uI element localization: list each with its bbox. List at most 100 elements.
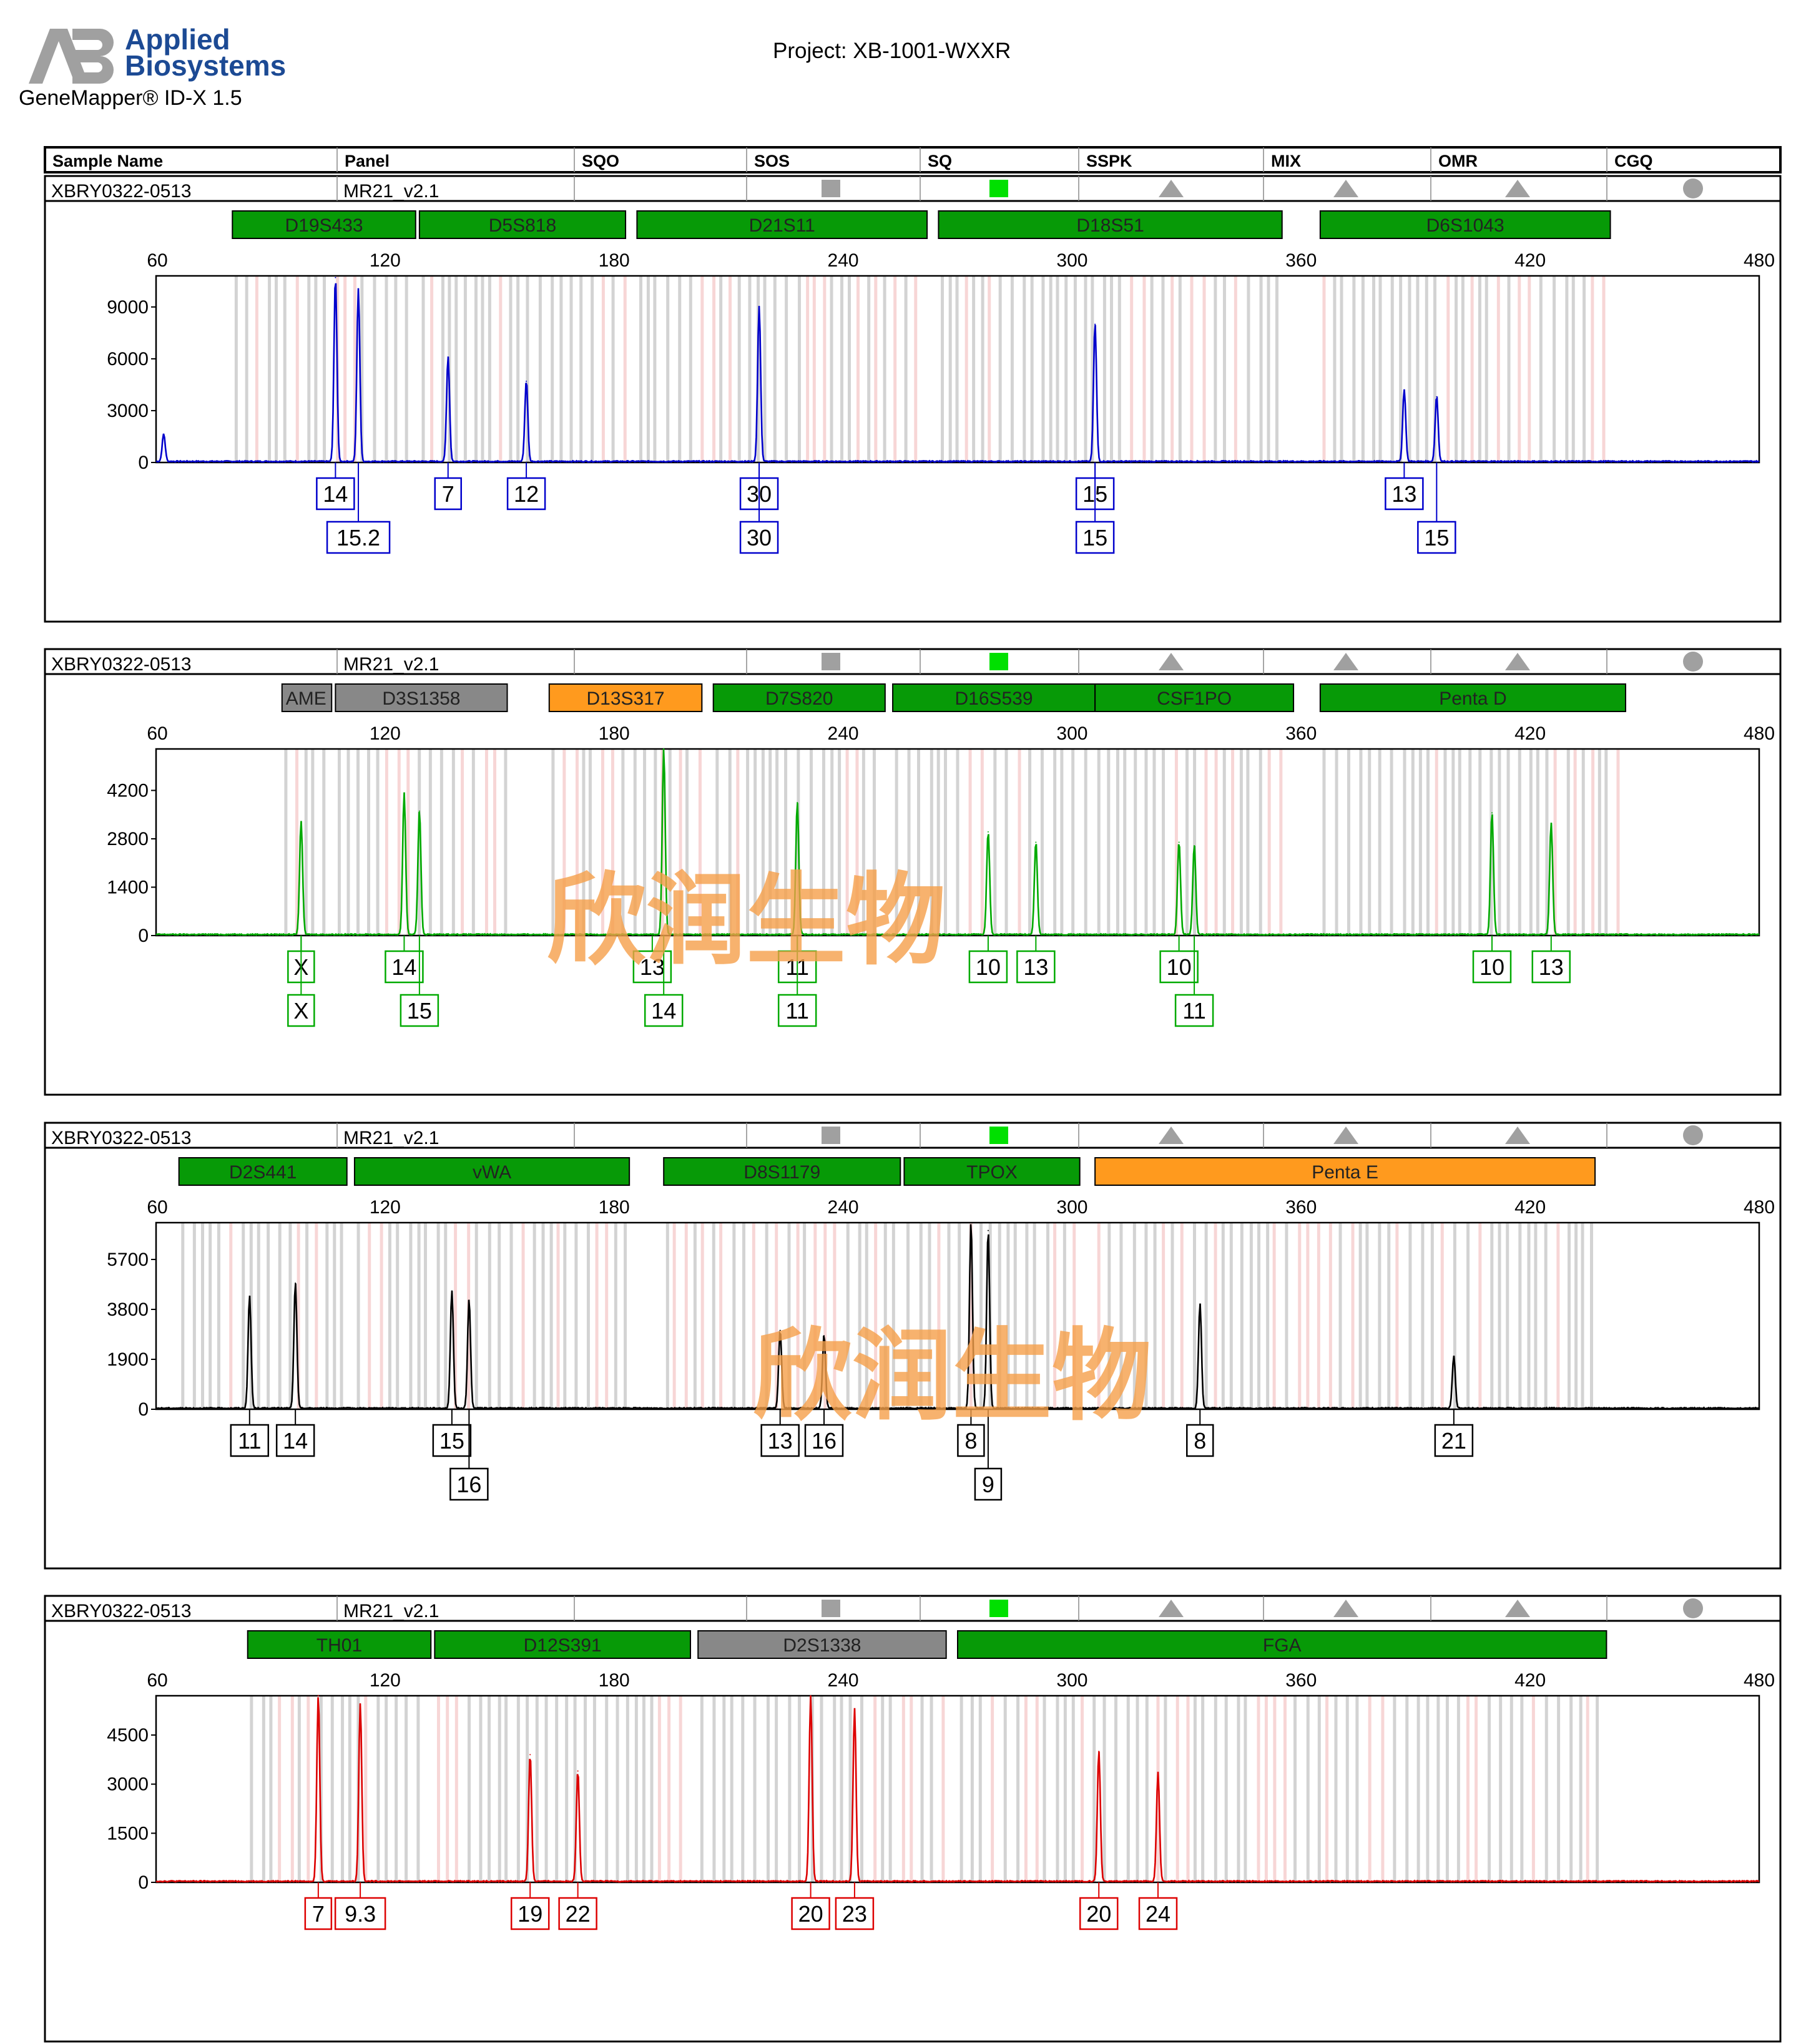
product-name: GeneMapper® ID-X 1.5 (19, 86, 242, 110)
y-tick-label: 3800 (107, 1299, 149, 1320)
column-header-cgq: CGQ (1614, 152, 1653, 170)
allele-call-label: 10 (1480, 954, 1504, 980)
allele-call-label: 7 (442, 481, 454, 507)
allele-call-box (558, 1897, 597, 1930)
y-tick-label: 4200 (107, 780, 149, 801)
project-title: Project: XB-1001-WXXR (773, 39, 1011, 63)
allele-call-box (1434, 1424, 1474, 1457)
header-row-border (44, 146, 1782, 174)
brand-line-1: Applied (125, 23, 230, 56)
panel-name: MR21_v2.1 (343, 654, 439, 675)
allele-call-label: 13 (1023, 954, 1048, 980)
peak-point (248, 1295, 250, 1297)
marker-label: FGA (1263, 1635, 1302, 1656)
electropherogram-black: XBRY0322-0513 MR21_v2.1 D2S441 vWA D8S1179 TP… (44, 1122, 1782, 1570)
triangle-icon (1159, 653, 1184, 670)
allele-call-label: 16 (456, 1472, 481, 1497)
allele-call-box (1186, 1424, 1214, 1457)
allele-call-label: 15 (407, 998, 432, 1024)
sample-name: XBRY0322-0513 (51, 1601, 192, 1621)
x-tick-label: 360 (1285, 250, 1317, 271)
allele-call-label: 16 (812, 1428, 837, 1454)
peak-point (529, 1754, 531, 1756)
allele-call-box (791, 1897, 830, 1930)
marker-bin (663, 1157, 901, 1186)
marker-bin (1319, 683, 1627, 712)
allele-call-label: 13 (768, 1428, 793, 1454)
peak-point (358, 289, 360, 291)
allele-call-box (334, 1897, 386, 1930)
allele-call-label: 20 (798, 1901, 823, 1927)
allele-call-box (1417, 521, 1456, 554)
trace-blue (155, 283, 1760, 464)
triangle-icon (1159, 1600, 1184, 1617)
x-tick-label: 120 (370, 1670, 401, 1691)
x-tick-label: 240 (828, 723, 859, 744)
panel-name: MR21_v2.1 (343, 1601, 439, 1621)
y-tick-label: 0 (138, 926, 149, 946)
peak-point (163, 434, 165, 436)
sample-table-header: Sample Name Panel SQO SOS SQ SSPK MIX OMR CGQ (44, 146, 1782, 174)
green-square-icon (989, 653, 1008, 670)
gray-square-icon (822, 1127, 840, 1144)
allele-call-label: 21 (1441, 1428, 1466, 1454)
sample-name: XBRY0322-0513 (51, 654, 192, 675)
y-tick-label: 3000 (107, 1774, 149, 1795)
peak-point (1194, 845, 1195, 847)
marker-label: Penta D (1439, 688, 1506, 709)
x-tick-label: 120 (370, 1197, 401, 1218)
peak-point (335, 276, 336, 278)
sample-name: XBRY0322-0513 (51, 181, 192, 202)
gray-square-icon (822, 1600, 840, 1617)
allele-call-box (968, 950, 1008, 984)
plot-area (155, 1221, 1760, 1411)
allele-call-label: 19 (518, 1901, 542, 1927)
plot-area (155, 1694, 1760, 1884)
brand-line-2: Biosystems (125, 49, 287, 82)
allele-call-box (1075, 521, 1115, 554)
x-tick-label: 180 (599, 1670, 630, 1691)
peak-point (300, 821, 302, 823)
column-header-sos: SOS (754, 152, 790, 170)
marker-label: TH01 (317, 1635, 362, 1656)
allele-call-label: 11 (786, 998, 809, 1024)
peak-point (1098, 1751, 1100, 1753)
peak-point (1453, 1356, 1455, 1357)
allele-call-box (777, 994, 817, 1027)
column-header-sq: SQ (928, 152, 952, 170)
allele-call-box (434, 477, 462, 511)
allele-call-box (326, 521, 391, 554)
sample-name: XBRY0322-0513 (51, 1128, 192, 1148)
circle-icon (1683, 1598, 1703, 1618)
marker-bin (1094, 683, 1295, 712)
peak-point (1550, 823, 1552, 824)
marker-bin (697, 1630, 947, 1659)
brand-name: Applied Biosystems (125, 23, 287, 82)
peak-point (853, 1708, 855, 1709)
peak-point (1491, 812, 1493, 814)
x-tick-label: 120 (370, 723, 401, 744)
allele-call-label: 13 (1539, 954, 1564, 980)
allele-call-box (644, 994, 684, 1027)
triangle-icon (1505, 180, 1530, 197)
y-tick-label: 1900 (107, 1349, 149, 1370)
marker-bin (1094, 1157, 1596, 1186)
marker-label: D6S1043 (1426, 215, 1504, 236)
trace-red (155, 1695, 1760, 1884)
peak-point (758, 306, 760, 308)
allele-call-box (632, 950, 672, 984)
allele-call-label: 24 (1146, 1901, 1170, 1927)
trace-black (155, 1224, 1760, 1411)
x-tick-label: 60 (147, 1197, 167, 1218)
circle-icon (1683, 178, 1703, 198)
y-tick-label: 0 (138, 1872, 149, 1893)
electropherogram-green: XBRY0322-0513 MR21_v2.1 AME D3S1358 D13S317 D… (44, 648, 1782, 1096)
triangle-icon (1333, 1127, 1358, 1144)
allele-call-box (316, 477, 355, 511)
triangle-icon (1505, 1127, 1530, 1144)
peak-point (418, 810, 420, 812)
x-tick-label: 180 (599, 1197, 630, 1218)
allele-call-box (449, 1467, 489, 1501)
triangle-icon (1333, 180, 1358, 197)
allele-call-box (230, 1424, 270, 1457)
